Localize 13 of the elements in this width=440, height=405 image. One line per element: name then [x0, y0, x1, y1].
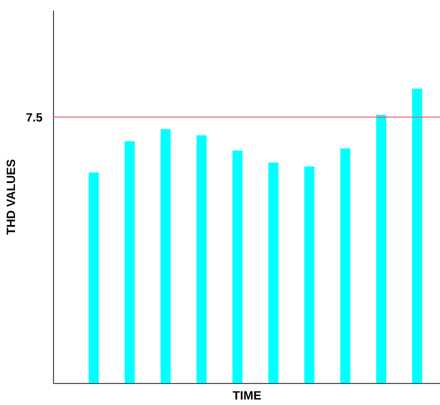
bar: [232, 150, 243, 384]
bar: [160, 129, 171, 384]
bar: [124, 141, 135, 384]
bar: [412, 88, 422, 384]
bar: [304, 166, 314, 384]
y-axis-title: THD VALUES: [4, 159, 18, 235]
bar: [268, 162, 278, 384]
bar: [196, 135, 207, 384]
x-axis-title: TIME: [232, 388, 262, 402]
bar: [88, 172, 99, 384]
bar: [340, 148, 350, 384]
y-tick-label: 7.5: [26, 110, 43, 125]
bar: [376, 114, 386, 384]
